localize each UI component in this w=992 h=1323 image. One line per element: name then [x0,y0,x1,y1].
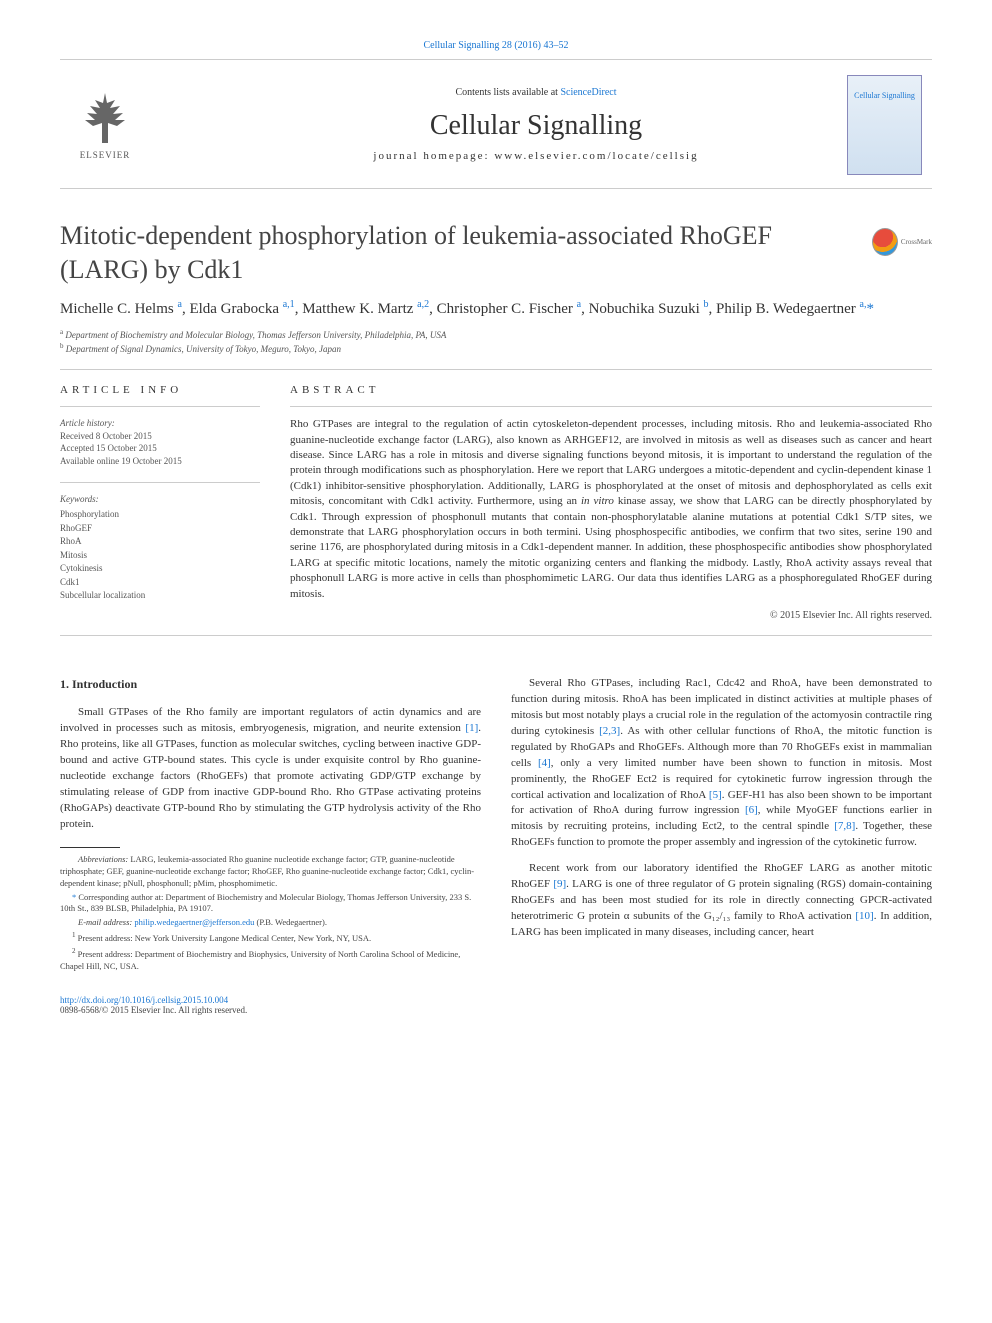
crossmark-badge[interactable]: CrossMark [872,224,932,259]
body-paragraph-1: Several Rho GTPases, including Rac1, Cdc… [511,676,932,851]
abbreviations-footnote: Abbreviations: LARG, leukemia-associated… [60,854,481,890]
contents-prefix: Contents lists available at [455,87,560,98]
separator [60,369,932,370]
keywords-label: Keywords: [60,493,260,507]
elsevier-text: ELSEVIER [80,150,131,160]
authors-line: Michelle C. Helms a, Elda Grabocka a,1, … [60,297,932,321]
keyword-item: Cytokinesis [60,562,260,576]
present-address-1: 1 Present address: New York University L… [60,931,481,945]
keywords-block: Keywords: PhosphorylationRhoGEFRhoAMitos… [60,493,260,603]
history-received: Received 8 October 2015 [60,430,260,443]
affiliation-a: Department of Biochemistry and Molecular… [65,330,446,340]
affiliations: a Department of Biochemistry and Molecul… [60,328,932,355]
body-column-left: 1. Introduction Small GTPases of the Rho… [60,676,481,975]
present-address-2: 2 Present address: Department of Biochem… [60,947,481,973]
crossmark-icon [872,228,898,256]
copyright-line: © 2015 Elsevier Inc. All rights reserved… [290,610,932,621]
citation-link[interactable]: [2,3] [599,725,620,737]
history-accepted: Accepted 15 October 2015 [60,442,260,455]
body-column-right: Several Rho GTPases, including Rac1, Cdc… [511,676,932,975]
abstract-column: ABSTRACT Rho GTPases are integral to the… [290,384,932,621]
journal-homepage: journal homepage: www.elsevier.com/locat… [140,150,932,162]
separator [60,635,932,636]
citation-link[interactable]: [6] [745,804,758,816]
citation-link[interactable]: [5] [709,789,722,801]
article-info-label: ARTICLE INFO [60,384,260,396]
keyword-item: Subcellular localization [60,589,260,603]
abstract-text: Rho GTPases are integral to the regulati… [290,417,932,602]
journal-cover-thumbnail: Cellular Signalling [847,75,922,175]
sciencedirect-link[interactable]: ScienceDirect [560,87,616,98]
keyword-item: RhoGEF [60,522,260,536]
email-link[interactable]: philip.wedegaertner@jefferson.edu [134,917,254,927]
elsevier-logo: ELSEVIER [70,79,140,169]
elsevier-tree-icon [75,88,135,148]
footnote-separator [60,847,120,848]
keyword-item: Cdk1 [60,576,260,590]
contents-line: Contents lists available at ScienceDirec… [140,87,932,98]
journal-header: ELSEVIER Contents lists available at Sci… [60,59,932,189]
article-history: Article history: Received 8 October 2015… [60,417,260,467]
keyword-item: Mitosis [60,549,260,563]
history-online: Available online 19 October 2015 [60,455,260,468]
citation-link[interactable]: [7,8] [834,820,855,832]
affiliation-b: Department of Signal Dynamics, Universit… [66,344,341,354]
citation-link[interactable]: [1] [465,722,478,734]
email-footnote: E-mail address: philip.wedegaertner@jeff… [60,917,481,929]
citation-link[interactable]: [9] [553,878,566,890]
history-label: Article history: [60,417,260,430]
citation-line: Cellular Signalling 28 (2016) 43–52 [60,40,932,51]
citation-link[interactable]: [4] [538,757,551,769]
keyword-item: Phosphorylation [60,508,260,522]
intro-paragraph-1: Small GTPases of the Rho family are impo… [60,705,481,833]
citation-link[interactable]: [10] [855,910,873,922]
body-paragraph-2: Recent work from our laboratory identifi… [511,861,932,941]
homepage-url[interactable]: www.elsevier.com/locate/cellsig [494,150,698,162]
homepage-prefix: journal homepage: [373,150,494,162]
journal-name: Cellular Signalling [140,110,932,142]
footnotes-block: Abbreviations: LARG, leukemia-associated… [60,854,481,973]
intro-heading: 1. Introduction [60,676,481,693]
article-info-column: ARTICLE INFO Article history: Received 8… [60,384,260,621]
article-title: Mitotic-dependent phosphorylation of leu… [60,219,852,287]
abstract-label: ABSTRACT [290,384,932,396]
keyword-item: RhoA [60,535,260,549]
corresponding-author-footnote: * Corresponding author at: Department of… [60,892,481,916]
issn-copyright: 0898-6568/© 2015 Elsevier Inc. All right… [60,1005,247,1015]
crossmark-text: CrossMark [901,238,932,246]
page-footer: http://dx.doi.org/10.1016/j.cellsig.2015… [60,995,932,1015]
cover-title: Cellular Signalling [854,91,915,101]
doi-link[interactable]: http://dx.doi.org/10.1016/j.cellsig.2015… [60,995,228,1005]
